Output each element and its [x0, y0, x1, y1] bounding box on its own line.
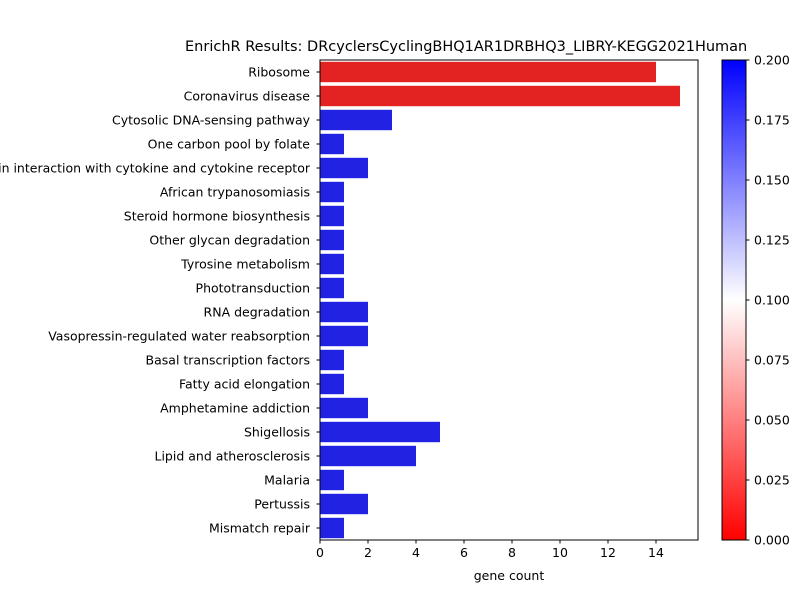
bar: [320, 493, 368, 515]
plot-frame: [319, 59, 699, 541]
x-tick-label: 14: [648, 545, 664, 560]
category-label: Phototransduction: [196, 281, 310, 296]
category-label: Lipid and atherosclerosis: [155, 449, 311, 464]
bar-group: [320, 61, 680, 539]
colorbar-tick-label: 0.200: [754, 53, 790, 68]
x-tick-label: 2: [364, 545, 372, 560]
x-axis-label: gene count: [474, 568, 545, 583]
category-label: Shigellosis: [244, 425, 310, 440]
colorbar-tick-label: 0.175: [754, 113, 790, 128]
colorbar: [721, 59, 747, 541]
bar: [320, 109, 392, 131]
category-label: Amphetamine addiction: [160, 401, 310, 416]
category-label: Fatty acid elongation: [179, 377, 310, 392]
category-label: One carbon pool by folate: [148, 137, 311, 152]
bar: [320, 349, 344, 371]
x-tick-label: 6: [460, 545, 468, 560]
bar: [320, 253, 344, 275]
x-axis-ticks: 0 2 4 6 8 10 12 14: [316, 540, 664, 560]
category-label: Tyrosine metabolism: [180, 257, 310, 272]
colorbar-tick-label: 0.150: [754, 173, 790, 188]
category-label: Viral protein interaction with cytokine …: [0, 161, 311, 176]
category-label: RNA degradation: [204, 305, 310, 320]
category-label: Other glycan degradation: [149, 233, 310, 248]
category-labels: Ribosome Coronavirus disease Cytosolic DNA…: [0, 65, 320, 536]
colorbar-tick-label: 0.025: [754, 473, 790, 488]
bar: [320, 517, 344, 539]
x-tick-label: 10: [552, 545, 568, 560]
colorbar-tick-label: 0.075: [754, 353, 790, 368]
category-label: Malaria: [264, 473, 310, 488]
category-label: Vasopressin-regulated water reabsorption: [48, 329, 310, 344]
x-tick-label: 0: [316, 545, 324, 560]
category-label: African trypanosomiasis: [160, 185, 310, 200]
bar: [320, 229, 344, 251]
bar: [320, 85, 680, 107]
category-label: Pertussis: [254, 497, 310, 512]
bar: [320, 157, 368, 179]
bar: [320, 325, 368, 347]
colorbar-tick-label: 0.000: [754, 533, 790, 548]
bar: [320, 373, 344, 395]
bar: [320, 133, 344, 155]
bar: [320, 205, 344, 227]
colorbar-tick-label: 0.100: [754, 293, 790, 308]
bar: [320, 61, 656, 83]
x-tick-label: 8: [508, 545, 516, 560]
colorbar-ticks: 0.000 0.025 0.050 0.075 0.100 0.125 0.150 0.175…: [746, 53, 790, 548]
category-label: Steroid hormone biosynthesis: [124, 209, 310, 224]
chart-title: EnrichR Results: DRcyclersCyclingBHQ1AR1…: [185, 39, 747, 55]
category-label: Coronavirus disease: [184, 89, 311, 104]
category-label: Mismatch repair: [209, 521, 311, 536]
bar: [320, 277, 344, 299]
colorbar-tick-label: 0.050: [754, 413, 790, 428]
x-tick-label: 12: [600, 545, 616, 560]
colorbar-tick-label: 0.125: [754, 233, 790, 248]
category-label: Basal transcription factors: [146, 353, 310, 368]
bar: [320, 445, 416, 467]
bar: [320, 181, 344, 203]
bar: [320, 301, 368, 323]
bar: [320, 397, 368, 419]
category-label: Cytosolic DNA-sensing pathway: [112, 113, 311, 128]
bar: [320, 421, 440, 443]
x-tick-label: 4: [412, 545, 420, 560]
category-label: Ribosome: [248, 65, 310, 80]
bar: [320, 469, 344, 491]
